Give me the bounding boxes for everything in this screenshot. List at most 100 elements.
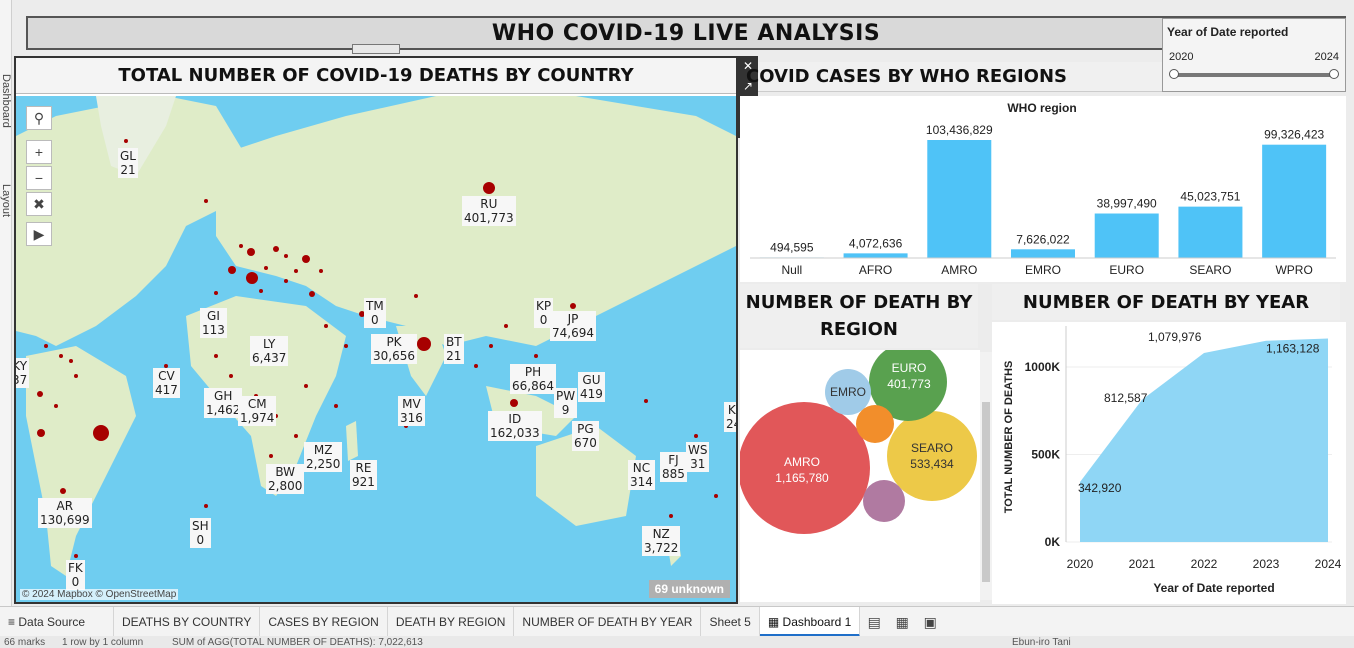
map-label[interactable]: PH 66,864 <box>510 364 556 394</box>
map-label[interactable]: RU 401,773 <box>462 196 516 226</box>
year-filter-title: Year of Date reported <box>1167 25 1289 39</box>
dashboard-side-tab[interactable]: Dashboard <box>0 74 12 128</box>
bar-category-label: AFRO <box>859 263 892 277</box>
map-attribution: © 2024 Mapbox © OpenStreetMap <box>20 589 179 600</box>
map-label[interactable]: MZ 2,250 <box>304 442 343 472</box>
bubble-value: 533,434 <box>910 457 954 471</box>
bar-value-label: 4,072,636 <box>849 236 903 250</box>
sheet-tab[interactable]: Sheet 5 <box>701 606 760 637</box>
bar-value-label: 99,326,423 <box>1264 128 1324 142</box>
bar-category-label: AMRO <box>941 263 977 277</box>
zoom-out-icon[interactable]: − <box>26 166 52 190</box>
drag-handle[interactable] <box>352 44 400 54</box>
map-label[interactable]: AR 130,699 <box>38 498 92 528</box>
new-story-icon[interactable]: ▣ <box>923 613 937 630</box>
map-label[interactable]: KP 0 <box>534 298 554 328</box>
year-filter-panel: Year of Date reported 2020 2024 <box>1162 18 1346 92</box>
map-label[interactable]: ID 162,033 <box>488 411 542 441</box>
map-label[interactable]: PG 670 <box>572 421 599 451</box>
bubble-emro[interactable] <box>825 369 871 415</box>
map-label[interactable]: RE 921 <box>350 460 377 490</box>
map-label[interactable]: TM 0 <box>364 298 386 328</box>
map-label[interactable]: BW 2,800 <box>266 464 305 494</box>
dashboard-tab-active[interactable]: ▦ Dashboard 1 <box>759 606 861 637</box>
map-title-bar: TOTAL NUMBER OF COVID-19 DEATHS BY COUNT… <box>16 58 736 94</box>
map-label[interactable]: MV 316 <box>398 396 425 426</box>
map-label[interactable]: GI 113 <box>200 308 227 338</box>
bubble-label: AMRO <box>784 455 820 469</box>
data-source-tab[interactable]: ≡ Data Source <box>0 606 114 637</box>
bubble-orange[interactable] <box>856 405 894 443</box>
death-area-series[interactable] <box>1080 338 1328 542</box>
year-slider-max-handle[interactable] <box>1329 69 1339 79</box>
map-label[interactable]: BT 21 <box>444 334 464 364</box>
bar-emro[interactable] <box>1011 249 1075 258</box>
map-title: TOTAL NUMBER OF COVID-19 DEATHS BY COUNT… <box>118 65 634 86</box>
cases-bar-chart[interactable]: WHO region 494,595 Null 4,072,636 AFRO 103,4… <box>740 96 1346 282</box>
map-label[interactable]: CM 1,974 <box>238 396 277 426</box>
map-label[interactable]: GH 1,462 <box>204 388 243 418</box>
bar-category-label: EMRO <box>1025 263 1061 277</box>
map-label[interactable]: PK 30,656 <box>371 334 417 364</box>
sheet-tab[interactable]: NUMBER OF DEATH BY YEAR <box>514 606 702 637</box>
map-panel: TOTAL NUMBER OF COVID-19 DEATHS BY COUNT… <box>14 56 738 604</box>
region-title-bar: NUMBER OF DEATH BY REGION <box>740 284 978 348</box>
map-label[interactable]: KI24 <box>724 402 736 432</box>
zoom-in-icon[interactable]: + <box>26 140 52 164</box>
map-label[interactable]: LY 6,437 <box>250 336 289 366</box>
bubble-euro[interactable] <box>869 350 947 421</box>
year-area-chart[interactable]: 0K 500K 1000K 342,920 812,587 1,079,976 1,163,… <box>992 322 1346 604</box>
map-label[interactable]: KY37 <box>16 358 30 388</box>
map-label[interactable]: NZ 3,722 <box>642 526 681 556</box>
sheet-tab[interactable]: CASES BY REGION <box>260 606 388 637</box>
x-tick-label: 2024 <box>1315 557 1342 571</box>
map-label[interactable]: FJ 885 <box>660 452 687 482</box>
scrollbar-thumb[interactable] <box>982 402 990 582</box>
close-icon[interactable]: ✕ <box>742 59 754 73</box>
sheet-tab[interactable]: DEATHS BY COUNTRY <box>114 606 261 637</box>
year-slider-track[interactable] <box>1173 73 1335 77</box>
map-label[interactable]: GL 21 <box>118 148 138 178</box>
bubble-scrollbar[interactable] <box>980 352 992 600</box>
bar-wpro[interactable] <box>1262 144 1327 258</box>
bar-category-label: SEARO <box>1189 263 1231 277</box>
new-dashboard-icon[interactable]: ▦ <box>895 613 909 630</box>
cases-x-header: WHO region <box>1007 101 1076 115</box>
world-map[interactable]: ⚲ + − ✖ ▶ GL 21 RU 401,773 TM 0 KP 0 JP 74,69… <box>16 96 736 602</box>
bar-euro[interactable] <box>1094 213 1159 258</box>
search-icon[interactable]: ⚲ <box>26 106 52 130</box>
map-label[interactable]: JP 74,694 <box>550 311 596 341</box>
play-icon[interactable]: ▶ <box>26 222 52 246</box>
bubble-searo[interactable] <box>887 411 977 501</box>
layout-side-tab[interactable]: Layout <box>0 184 12 218</box>
x-tick-label: 2022 <box>1191 557 1218 571</box>
bubble-svg: AMRO 1,165,780 SEARO 533,434 EURO 401,77… <box>740 350 977 534</box>
map-label[interactable]: FK 0 <box>66 560 85 590</box>
database-icon: ≡ <box>8 614 16 629</box>
dashboard-title-bar: WHO COVID-19 LIVE ANALYSIS <box>26 16 1346 50</box>
status-user[interactable]: Ebun-iro Tani <box>1012 637 1071 648</box>
map-label[interactable]: CV 417 <box>153 368 180 398</box>
x-tick-label: 2021 <box>1129 557 1156 571</box>
new-worksheet-icon[interactable]: ▤ <box>867 613 881 630</box>
region-bubble-chart[interactable]: AMRO 1,165,780 SEARO 533,434 EURO 401,77… <box>740 350 980 602</box>
bar-amro[interactable] <box>927 140 992 258</box>
y-tick-label: 0K <box>1045 535 1061 549</box>
open-sheet-icon[interactable]: ↗ <box>742 79 754 93</box>
map-label[interactable]: PW 9 <box>554 388 578 418</box>
bubble-amro[interactable] <box>740 402 870 534</box>
x-axis-title: Year of Date reported <box>1153 581 1274 595</box>
map-label[interactable]: GU 419 <box>578 372 605 402</box>
x-tick-label: 2023 <box>1253 557 1280 571</box>
bar-afro[interactable] <box>843 253 908 258</box>
x-tick-label: 2020 <box>1067 557 1094 571</box>
map-label[interactable]: NC 314 <box>628 460 655 490</box>
sheet-tab[interactable]: DEATH BY REGION <box>388 606 515 637</box>
reset-map-icon[interactable]: ✖ <box>26 192 52 216</box>
bubble-purple[interactable] <box>863 480 905 522</box>
bar-searo[interactable] <box>1178 206 1243 258</box>
year-slider-min-handle[interactable] <box>1169 69 1179 79</box>
unknown-count-badge[interactable]: 69 unknown <box>648 580 730 598</box>
map-label[interactable]: SH 0 <box>190 518 211 548</box>
map-label[interactable]: WS 31 <box>686 442 710 472</box>
